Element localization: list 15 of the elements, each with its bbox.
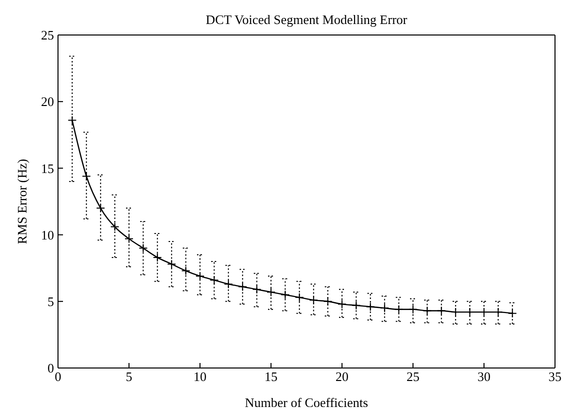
y-tick-label: 20: [41, 94, 54, 110]
x-tick-label: 5: [126, 369, 132, 384]
y-tick-label: 15: [41, 160, 54, 176]
x-tick-label: 15: [264, 369, 278, 384]
y-tick-label: 10: [41, 227, 54, 242]
chart-title: DCT Voiced Segment Modelling Error: [204, 12, 408, 28]
x-tick-label: 25: [406, 369, 420, 384]
x-axis-title: Number of Coefficients: [244, 395, 368, 410]
y-tick-label: 25: [41, 28, 54, 43]
x-tick-label: 30: [478, 369, 490, 384]
x-tick-label: 20: [336, 369, 348, 384]
y-tick-label: 5: [48, 294, 54, 310]
y-axis-title: RMS Error (Hz): [14, 158, 30, 244]
x-tick-label: 10: [194, 369, 206, 384]
x-tick-label: 35: [548, 369, 562, 384]
